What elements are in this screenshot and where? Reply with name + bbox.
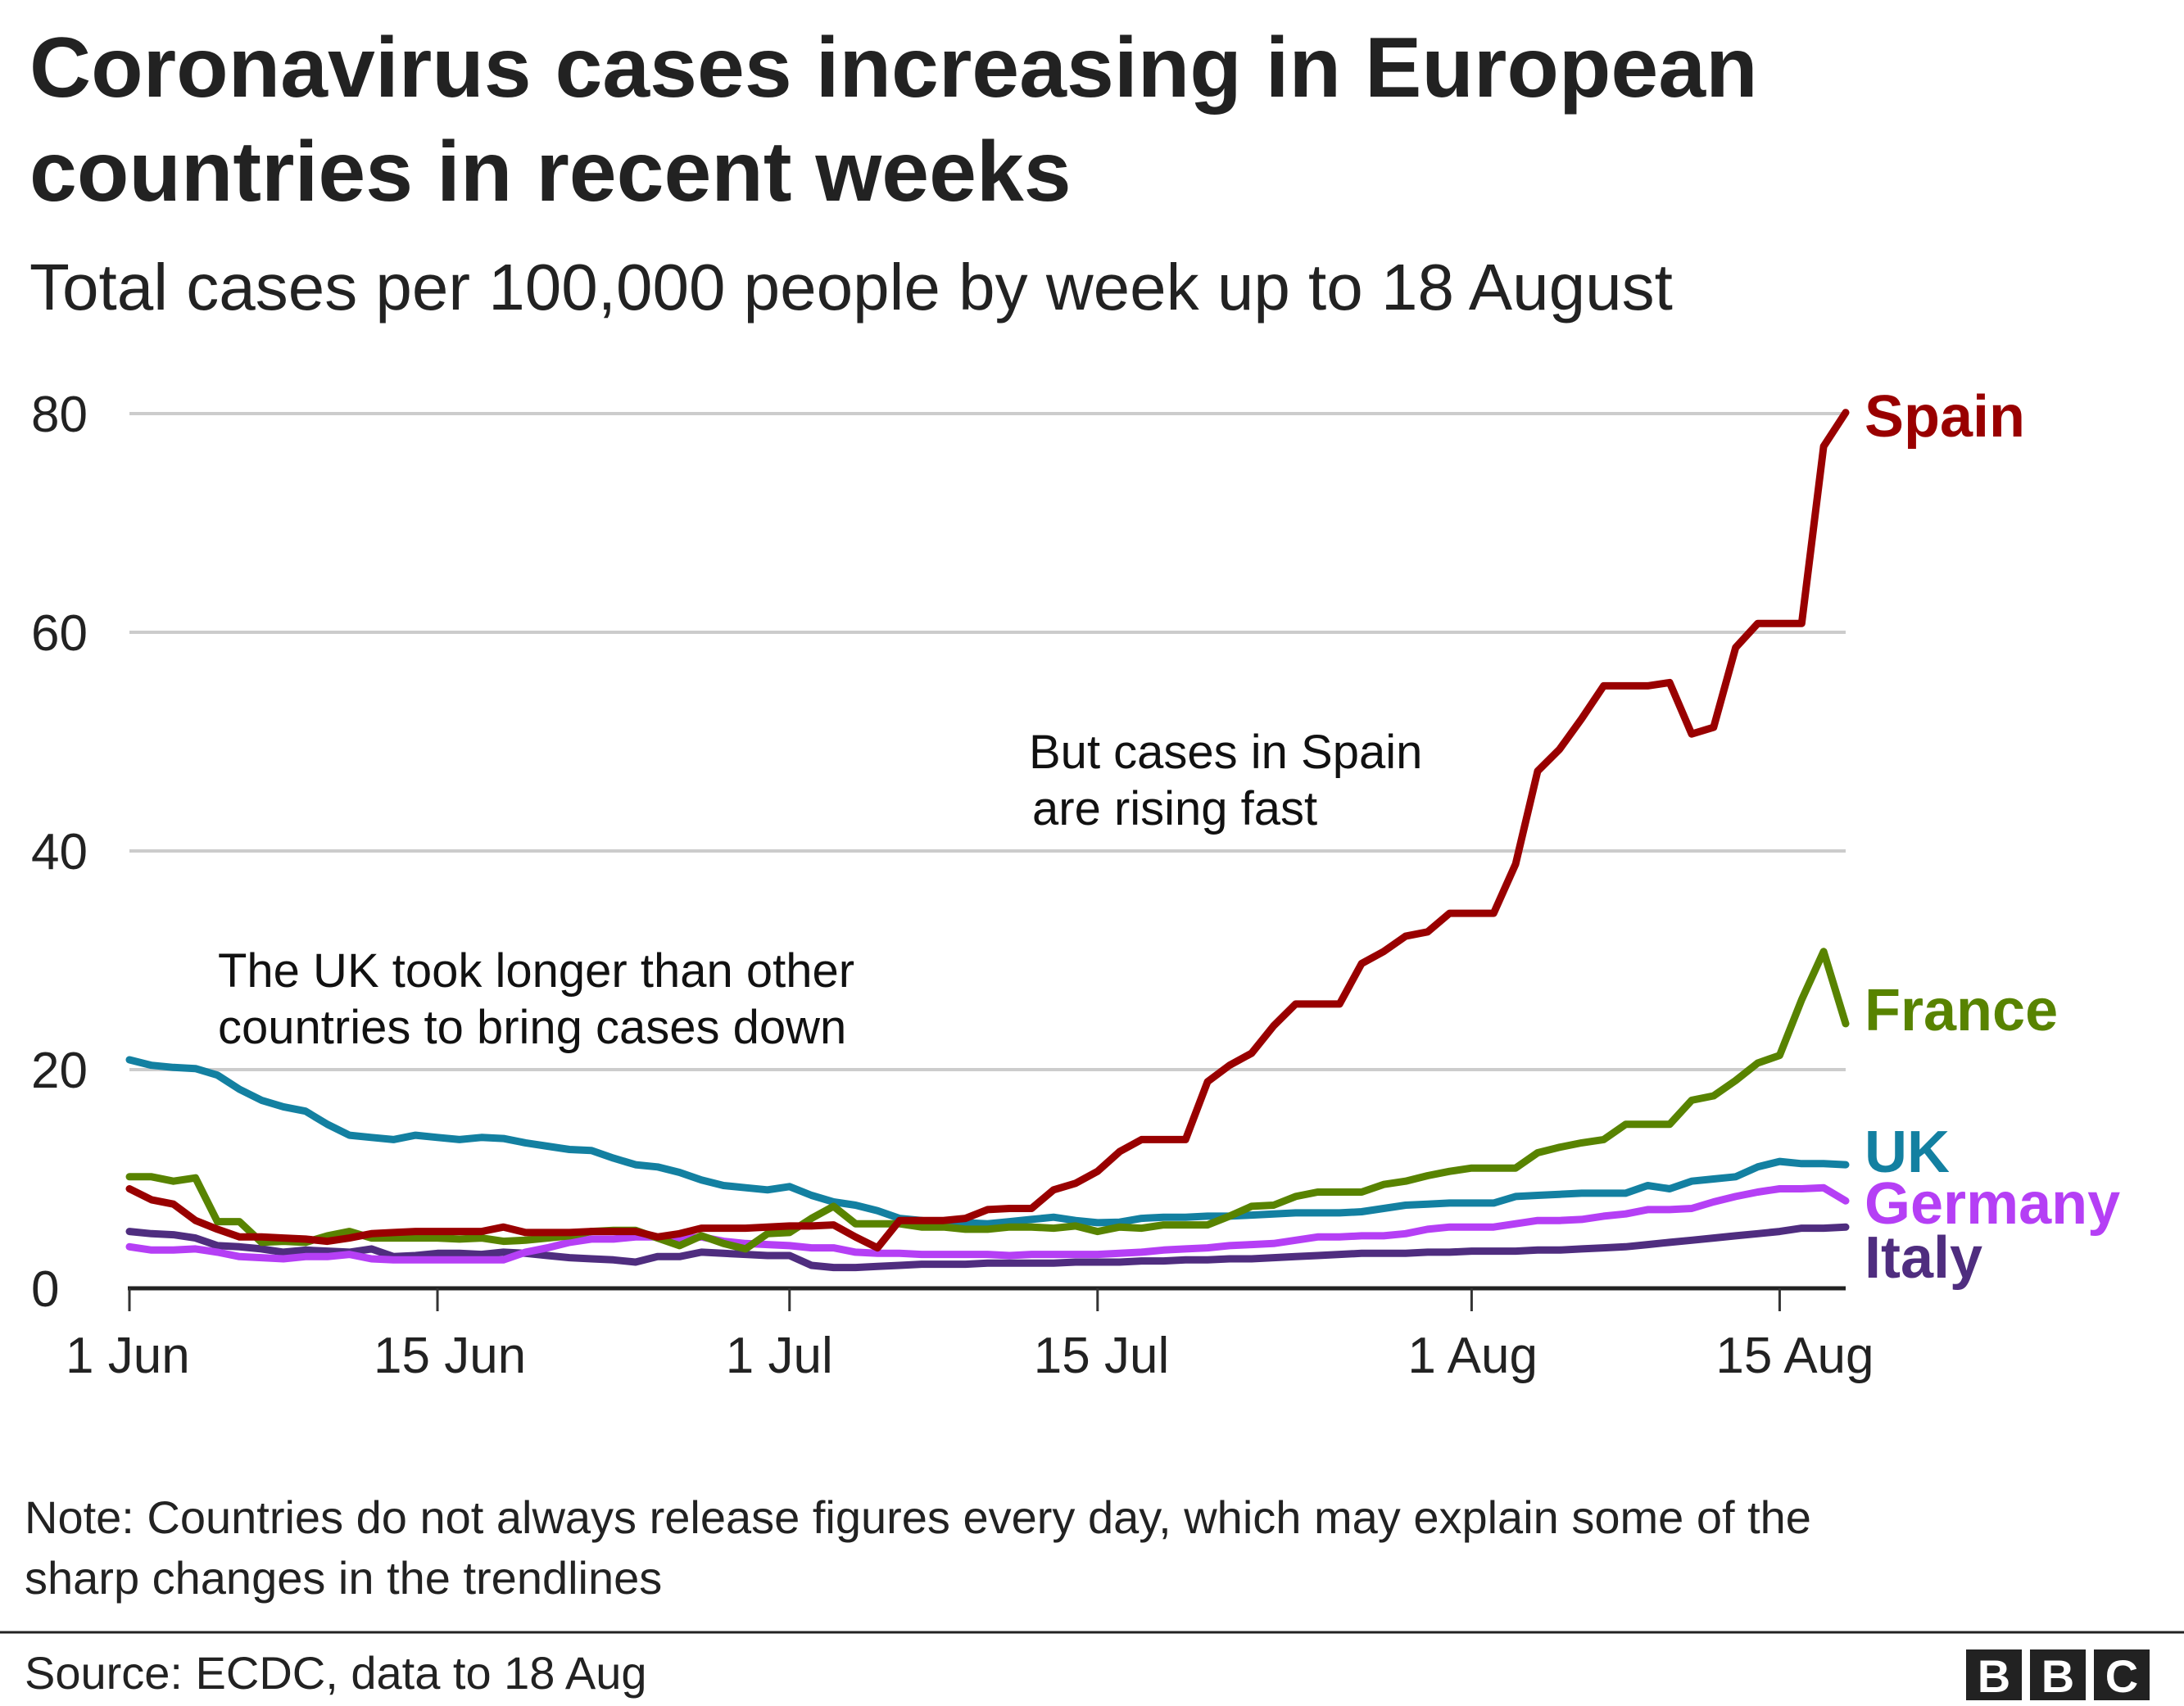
series-label-italy: Italy [1865,1225,1982,1291]
gridlines [129,412,1846,1071]
x-tick-label: 15 Aug [1715,1328,1874,1384]
logo-letter: C [2105,1650,2138,1702]
annotation-spain-line-1: But cases in Spain [1029,726,1422,779]
source-text: Source: ECDC, data to 18 Aug [25,1647,647,1699]
x-tick-label: 1 Aug [1407,1328,1538,1384]
x-tick-label: 1 Jun [66,1328,190,1384]
note-line-1: Note: Countries do not always release fi… [25,1491,1811,1543]
logo-letter: B [2041,1650,2074,1702]
y-tick-label: 60 [31,605,88,662]
series-label-france: France [1865,978,2058,1043]
series-label-uk: UK [1865,1120,1950,1185]
chart-subtitle: Total cases per 100,000 people by week u… [29,251,1673,324]
logo-block [1966,1649,2022,1700]
logo-block [2030,1649,2086,1700]
note-line-2: sharp changes in the trendlines [25,1552,662,1604]
annotation-spain-line-2: are rising fast [1032,782,1317,835]
annotation-uk-line-1: The UK took longer than other [218,944,854,998]
y-axis: 0 20 40 60 80 [31,387,88,1318]
x-tick-label: 1 Jul [726,1328,833,1384]
logo-letter: B [1978,1650,2010,1702]
y-tick-label: 80 [31,387,88,443]
chart-title-line-2: countries in recent weeks [29,124,1072,219]
logo-block [2094,1649,2150,1700]
series-line-france [125,948,1850,1253]
series-label-spain: Spain [1865,384,2025,450]
series-line-spain [125,409,1850,1252]
x-tick-label: 15 Jul [1034,1328,1169,1384]
series-line-germany [125,1183,1850,1264]
y-tick-label: 0 [31,1261,59,1318]
series-line-uk [125,1056,1850,1228]
series-label-germany: Germany [1865,1171,2120,1237]
chart-title-line-1: Coronavirus cases increasing in European [29,20,1758,115]
x-tick-label: 15 Jun [374,1328,526,1384]
x-axis: 1 Jun 15 Jun 1 Jul 15 Jul 1 Aug 15 Aug [66,1286,1874,1384]
y-tick-label: 20 [31,1043,88,1099]
series-lines [125,409,1850,1272]
y-tick-label: 40 [31,824,88,880]
annotation-uk-line-2: countries to bring cases down [218,1001,846,1054]
series-line-italy [125,1223,1850,1272]
